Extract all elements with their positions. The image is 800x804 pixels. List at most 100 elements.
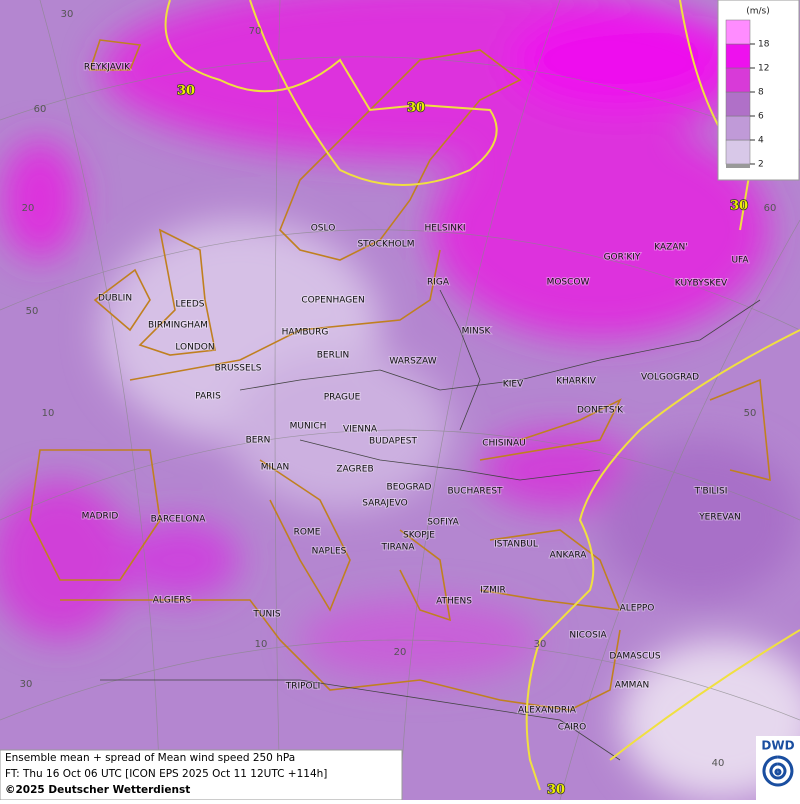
legend-tick-label: 4 [758,136,764,146]
legend-tick-label: 6 [758,112,764,122]
isotachs [164,0,800,791]
city-label: ZAGREB [336,465,373,475]
caption-box [0,749,403,801]
city-label: TIRANA [380,543,415,553]
city-label: LONDON [175,343,214,353]
city-label: CAIRO [558,723,586,733]
city-label: OSLO [311,224,336,234]
graticule-label: 30 [20,679,33,690]
city-label: MUNICH [290,422,327,432]
city-label: KHARKIV [556,377,597,387]
city-label: ALEXANDRIA [518,706,577,716]
graticule-label: 60 [764,203,777,214]
city-label: CHISINAU [482,439,526,449]
legend-band [725,43,751,69]
city-label: MADRID [82,512,119,522]
graticule-label: 40 [712,758,725,769]
city-label: MILAN [261,463,290,473]
city-label: T'BILISI [694,487,728,497]
city-label: SARAJEVO [362,499,408,509]
city-label: SOFIYA [427,518,459,528]
contour-label: 30 [177,84,195,99]
city-label: PARIS [195,392,221,402]
city-label: TRIPOLI [285,682,321,692]
city-label: KUYBYSKEV [675,279,728,289]
borders [100,289,761,761]
graticule-label: 10 [255,639,268,650]
graticule-label: 20 [22,203,35,214]
city-label: UFA [731,256,749,266]
city-label: KAZAN' [654,243,687,253]
contour-label: 30 [730,199,748,214]
city-label: DUBLIN [98,294,132,304]
city-label: ATHENS [436,597,472,607]
city-label: REYKJAVIK [84,63,131,73]
city-label: LEEDS [175,300,204,310]
legend-tick-label: 18 [758,40,770,50]
city-label: ANKARA [550,551,588,561]
city-label: YEREVAN [698,513,741,523]
legend-band [725,139,751,165]
legend: (m/s) 2 4 6 8 12 18 [717,0,800,181]
city-label: VIENNA [343,425,378,435]
legend-band [725,19,751,45]
legend-tick-label: 2 [758,160,764,170]
city-label: ALGIERS [153,596,192,606]
legend-band [725,67,751,93]
caption-line: Ensemble mean + spread of Mean wind spee… [5,752,295,764]
graticule-label: 60 [34,104,47,115]
city-label: BUCHAREST [447,487,503,497]
city-label: AMMAN [615,681,650,691]
caption-line: ©2025 Deutscher Wetterdienst [5,784,190,796]
city-label: NICOSIA [569,631,607,641]
legend-tick-label: 12 [758,64,769,74]
city-label: MINSK [462,327,492,337]
contour-label: 30 [407,101,425,116]
legend-unit: (m/s) [746,7,770,17]
city-label: ROME [294,528,321,538]
city-label: DAMASCUS [609,652,660,662]
city-label: ISTANBUL [494,540,538,550]
legend-band [725,91,751,117]
caption-line: FT: Thu 16 Oct 06 UTC [ICON EPS 2025 Oct… [5,768,327,780]
city-label: IZMIR [480,586,506,596]
city-label: STOCKHOLM [357,240,414,250]
city-label: RIGA [427,278,450,288]
city-label: BERLIN [317,351,350,361]
city-label: GOR'KIY [604,253,641,263]
city-label: MOSCOW [547,278,590,288]
city-label: KIEV [503,380,524,390]
city-label: DONETS'K [577,406,624,416]
city-label: HAMBURG [282,328,329,338]
logo: DWD [761,739,794,753]
city-label: BIRMINGHAM [148,321,208,331]
city-label: HELSINKI [424,224,465,234]
labels: REYKJAVIK OSLO STOCKHOLM HELSINKI RIGA MOSCOW… [20,9,777,798]
graticule-label: 10 [42,408,55,419]
city-label: BERN [246,436,271,446]
graticule-label: 30 [61,9,74,20]
city-label: SKOPJE [403,531,435,541]
city-label: TUNIS [252,610,280,620]
coastlines [29,39,771,711]
graticule-label: 70 [249,26,262,37]
legend-band [726,164,750,168]
city-label: ALEPPO [620,604,655,614]
city-label: WARSZAW [389,357,436,367]
city-label: BRUSSELS [215,364,262,374]
city-label: COPENHAGEN [301,296,364,306]
graticule-label: 50 [744,408,757,419]
city-label: BARCELONA [151,515,207,525]
graticule-label: 30 [534,639,547,650]
city-label: BEOGRAD [387,483,432,493]
graticule-label: 50 [26,306,39,317]
contour-label: 30 [547,783,565,798]
city-label: VOLGOGRAD [641,373,699,383]
logo-icon [762,755,794,787]
city-label: NAPLES [312,547,347,557]
legend-band [725,115,751,141]
legend-tick-label: 8 [758,88,764,98]
city-label: BUDAPEST [369,437,418,447]
